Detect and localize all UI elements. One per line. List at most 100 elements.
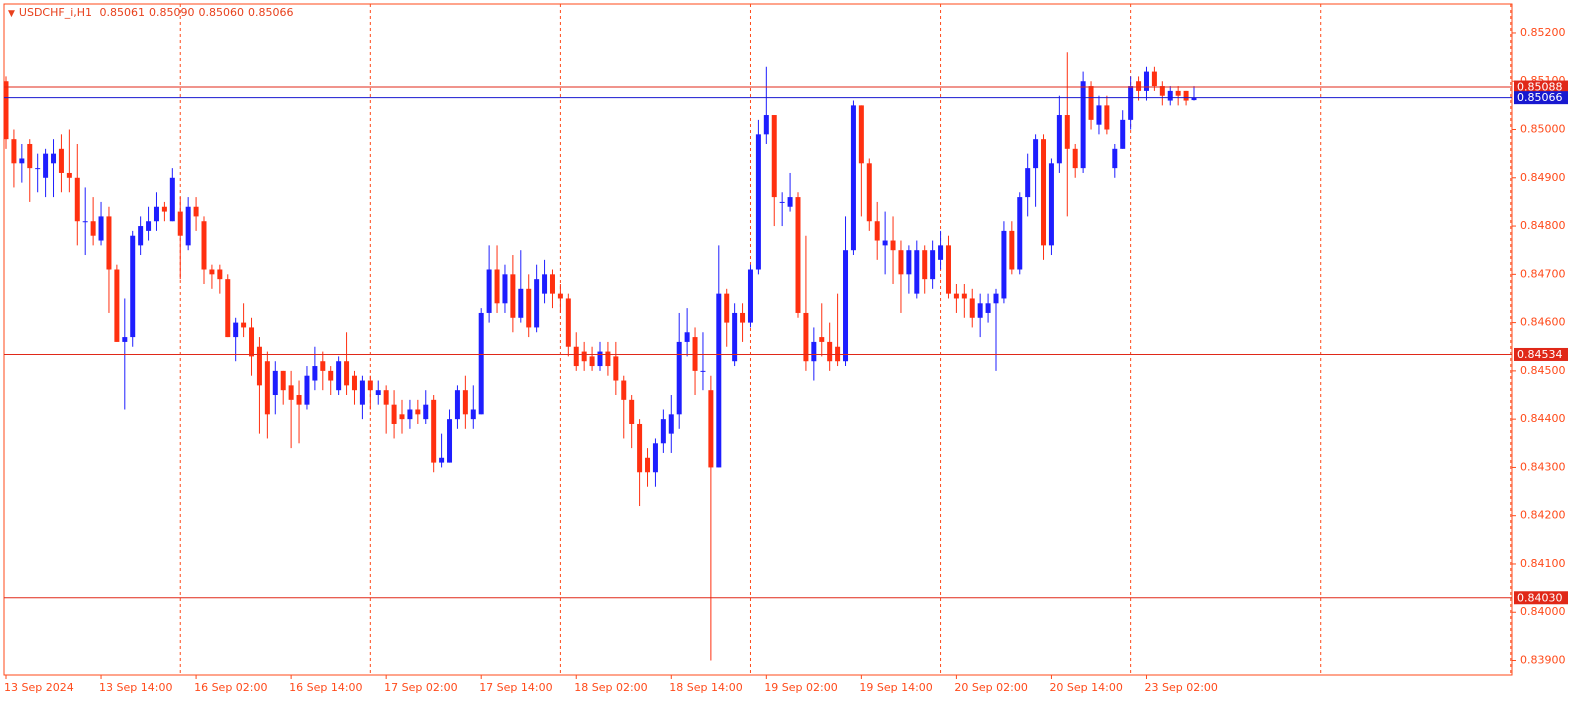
x-tick-label: 18 Sep 02:00	[574, 681, 647, 694]
candle-body	[708, 390, 714, 468]
candle-body	[740, 312, 746, 323]
candle-body	[233, 322, 239, 338]
candle-body	[185, 206, 191, 246]
candle-body	[58, 148, 64, 173]
candle-body	[1017, 197, 1023, 270]
candle-body	[130, 235, 136, 338]
candle-body	[922, 250, 928, 280]
candle-body	[454, 390, 460, 420]
candle-body	[66, 172, 72, 178]
candle-body	[1112, 148, 1118, 169]
y-tick-label: 0.84200	[1520, 509, 1566, 522]
x-tick-label: 13 Sep 2024	[4, 681, 74, 694]
candle-body	[209, 269, 215, 275]
candle-body	[866, 163, 872, 222]
y-tick-label: 0.83900	[1520, 654, 1566, 667]
y-tick-label: 0.84600	[1520, 316, 1566, 329]
candle-body	[146, 221, 152, 231]
candle-body	[779, 201, 785, 203]
candle-body	[439, 457, 445, 463]
candle-body	[1167, 90, 1173, 101]
candle-body	[280, 370, 286, 391]
candle-body	[1175, 90, 1181, 96]
candle-body	[526, 288, 532, 328]
candle-body	[637, 423, 643, 473]
y-tick-label: 0.84400	[1520, 412, 1566, 425]
price-label: 0.84030	[1517, 591, 1563, 604]
candle-body	[629, 399, 635, 424]
candle-body	[843, 250, 849, 362]
candle-body	[138, 226, 144, 246]
candle-body	[795, 197, 801, 313]
candle-body	[771, 115, 777, 198]
candle-body	[90, 221, 96, 236]
candle-body	[945, 245, 951, 294]
candle-body	[763, 115, 769, 135]
candle-body	[1183, 90, 1189, 101]
candle-body	[858, 105, 864, 164]
candle-body	[359, 380, 365, 405]
candle-body	[1041, 139, 1047, 246]
candle-body	[565, 298, 571, 347]
candle-body	[328, 370, 334, 381]
candle-body	[74, 177, 80, 222]
candle-body	[304, 375, 310, 405]
candle-body	[716, 293, 722, 468]
candle-body	[106, 216, 112, 270]
candle-body	[177, 211, 183, 236]
candle-body	[423, 404, 429, 420]
candle-body	[621, 380, 627, 400]
candle-body	[1120, 119, 1126, 149]
candle-body	[755, 134, 761, 270]
x-tick-label: 17 Sep 14:00	[479, 681, 552, 694]
candle-body	[1001, 230, 1007, 299]
candle-body	[914, 250, 920, 294]
candle-body	[391, 404, 397, 424]
candle-body	[557, 293, 563, 299]
y-tick-label: 0.84300	[1520, 460, 1566, 473]
candle-body	[161, 206, 167, 212]
candle-body	[478, 312, 484, 415]
candle-body	[732, 312, 738, 362]
y-tick-label: 0.85200	[1520, 26, 1566, 39]
candle-body	[827, 341, 833, 362]
candle-body	[700, 370, 706, 372]
candle-body	[98, 216, 104, 241]
candle-body	[375, 390, 381, 396]
candle-body	[27, 143, 33, 169]
candle-body	[51, 153, 57, 164]
candle-body	[977, 303, 983, 318]
y-tick-label: 0.84500	[1520, 364, 1566, 377]
candle-body	[19, 158, 25, 164]
candle-body	[589, 356, 595, 367]
candle-body	[1191, 97, 1197, 101]
candle-body	[882, 240, 888, 246]
candle-body	[803, 312, 809, 362]
candle-body	[1159, 86, 1165, 96]
candle-body	[1033, 139, 1039, 169]
candle-body	[241, 322, 247, 328]
candle-body	[256, 346, 262, 386]
candle-body	[344, 361, 350, 386]
price-label: 0.84534	[1517, 348, 1563, 361]
candle-body	[82, 221, 88, 223]
y-tick-label: 0.84800	[1520, 219, 1566, 232]
candle-body	[573, 346, 579, 367]
candle-body	[1072, 148, 1078, 169]
candle-body	[122, 337, 128, 342]
candle-body	[1088, 86, 1094, 120]
price-label: 0.85066	[1517, 91, 1563, 104]
candle-body	[383, 390, 389, 405]
candle-body	[747, 269, 753, 323]
ohlc-open: 0.85061	[99, 6, 146, 19]
symbol-title: USDCHF_i,H1	[18, 6, 93, 19]
candle-body	[1009, 230, 1015, 270]
x-tick-label: 13 Sep 14:00	[99, 681, 172, 694]
candle-body	[953, 293, 959, 299]
candle-body	[272, 370, 278, 396]
price-label-bg	[1514, 347, 1568, 361]
price-label-bg	[1514, 591, 1568, 605]
candle-body	[201, 221, 207, 270]
candle-body	[1025, 168, 1031, 198]
candle-body	[874, 221, 880, 241]
